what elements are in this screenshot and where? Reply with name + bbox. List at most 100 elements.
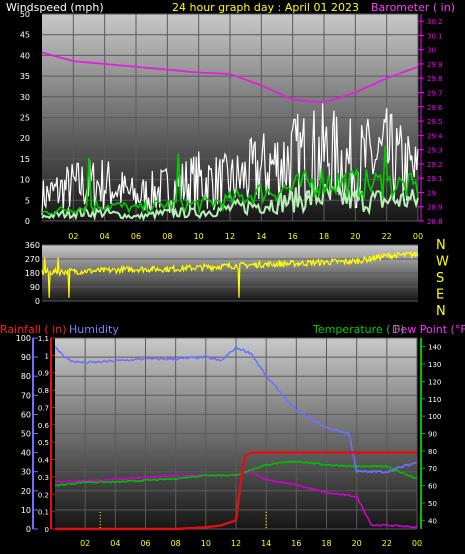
humidity-axis-title: Humidity (69, 323, 119, 336)
wind-tick-label: 25 (20, 114, 30, 123)
baro-tick-label: 28.9 (427, 204, 443, 212)
climate-x-tick-label: 10 (201, 539, 211, 548)
humidity-tick-label: 0 (26, 525, 31, 534)
temp-tick-label: 130 (428, 361, 441, 369)
humidity-tick-label: 70 (21, 391, 31, 400)
baro-tick-label: 29.2 (427, 161, 443, 169)
climate-x-tick-label: 22 (382, 539, 392, 548)
rain-tick-label: 1 (45, 352, 49, 360)
direction-series (41, 250, 419, 298)
direction-tick-label: 180 (25, 269, 40, 278)
baro-tick-label: 29.5 (427, 118, 443, 126)
wind-tick-label: 50 (20, 10, 30, 19)
climate-gridlines (55, 337, 418, 530)
temp-tick-label: 90 (428, 431, 437, 439)
temp-tick-label: 110 (428, 396, 441, 404)
climate-x-tick-label: 12 (231, 539, 241, 548)
compass-label: N (436, 304, 446, 319)
wind-tick-label: 40 (20, 51, 30, 60)
rain-tick-label: 0.2 (38, 491, 49, 499)
compass-label: N (436, 238, 446, 253)
wind-tick-label: 10 (20, 176, 30, 185)
wind-x-tick-label: 18 (319, 232, 329, 241)
climate-series (54, 345, 418, 531)
direction-tick-label: 270 (25, 255, 40, 264)
wind-x-tick-label: 16 (288, 232, 298, 241)
humidity-tick-label: 100 (16, 334, 31, 343)
rain-tick-label: 1.1 (38, 335, 49, 343)
humidity-line (54, 345, 418, 474)
wind-tick-label: 0 (25, 217, 30, 226)
baro-tick-label: 28.8 (427, 218, 443, 226)
humidity-tick-label: 90 (21, 353, 31, 362)
climate-x-tick-label: 20 (352, 539, 362, 548)
humidity-tick-label: 50 (21, 430, 31, 439)
baro-tick-label: 29.7 (427, 90, 443, 98)
baro-tick-label: 30.1 (427, 32, 443, 40)
wind-x-tick-label: 20 (350, 232, 360, 241)
graph-title: 24 hour graph day : April 01 2023 (172, 1, 359, 14)
humidity-tick-label: 10 (21, 506, 31, 515)
humidity-tick-label: 20 (21, 487, 31, 496)
rain-tick-label: 0.5 (38, 439, 49, 447)
temp-tick-label: 140 (428, 344, 441, 352)
baro-tick-label: 29.1 (427, 175, 443, 183)
wind-x-tick-label: 22 (382, 232, 392, 241)
wind-tick-label: 5 (25, 196, 30, 205)
wind-gust-line (41, 145, 419, 216)
temp-tick-label: 50 (428, 500, 437, 508)
direction-tick-label: 0 (35, 297, 40, 306)
baro-tick-label: 30 (427, 47, 436, 55)
climate-x-tick-label: 06 (140, 539, 150, 548)
wind-x-tick-label: 08 (162, 232, 172, 241)
temp-tick-label: 60 (428, 483, 437, 491)
compass-label: E (436, 288, 444, 303)
climate-x-tick-label: 18 (321, 539, 331, 548)
wind-tick-label: 30 (20, 93, 30, 102)
temperature-line (54, 460, 417, 487)
climate-x-tick-label: 16 (291, 539, 301, 548)
climate-x-tick-label: 14 (261, 539, 271, 548)
baro-tick-label: 30.2 (427, 18, 443, 26)
baro-tick-label: 29.9 (427, 61, 443, 69)
rain-tick-label: 0.8 (38, 387, 49, 395)
temp-tick-label: 40 (428, 517, 437, 525)
barometer-line (41, 51, 419, 104)
climate-x-tick-label: 04 (110, 539, 120, 548)
baro-axis-title: Barometer ( in) (371, 1, 455, 14)
humidity-tick-label: 60 (21, 410, 31, 419)
temperature-ticks: 140 130 120 110 100 90 80 70 60 50 40 (421, 344, 441, 525)
compass-label: W (436, 255, 449, 270)
wind-x-tick-label: 10 (194, 232, 204, 241)
dewpoint-axis-title: Dew Point (°F) (392, 323, 465, 336)
rain-ticks: 1.1 1 0.9 0.8 0.7 0.6 0.5 0.4 0.3 0.2 0.1 0 (38, 335, 55, 534)
wind-avg-line (41, 181, 419, 222)
humidity-tick-label: 40 (21, 449, 31, 458)
wind-x-ticks: 02 04 06 08 10 12 14 16 18 20 22 00 (68, 232, 423, 241)
temp-tick-label: 80 (428, 448, 437, 456)
rain-tick-label: 0.1 (38, 509, 49, 517)
climate-x-tick-label: 08 (171, 539, 181, 548)
direction-ticks: 360 270 180 90 0 (25, 241, 40, 306)
temp-tick-label: 100 (428, 413, 441, 421)
rain-tick-label: 0.6 (38, 422, 50, 430)
wind-series (41, 51, 419, 222)
baro-tick-label: 29 (427, 189, 436, 197)
humidity-tick-label: 80 (21, 372, 31, 381)
temperature-axis-title: Temperature ( F) (312, 323, 405, 336)
wind-direction-line (41, 250, 419, 298)
rain-tick-label: 0.4 (38, 457, 50, 465)
baro-tick-label: 29.6 (427, 104, 443, 112)
wind-x-tick-label: 02 (68, 232, 78, 241)
direction-tick-label: 90 (30, 283, 40, 292)
wind-tick-label: 45 (20, 31, 30, 40)
compass-label: S (436, 271, 444, 286)
rainfall-line (55, 451, 417, 531)
humidity-tick-label: 30 (21, 468, 31, 477)
